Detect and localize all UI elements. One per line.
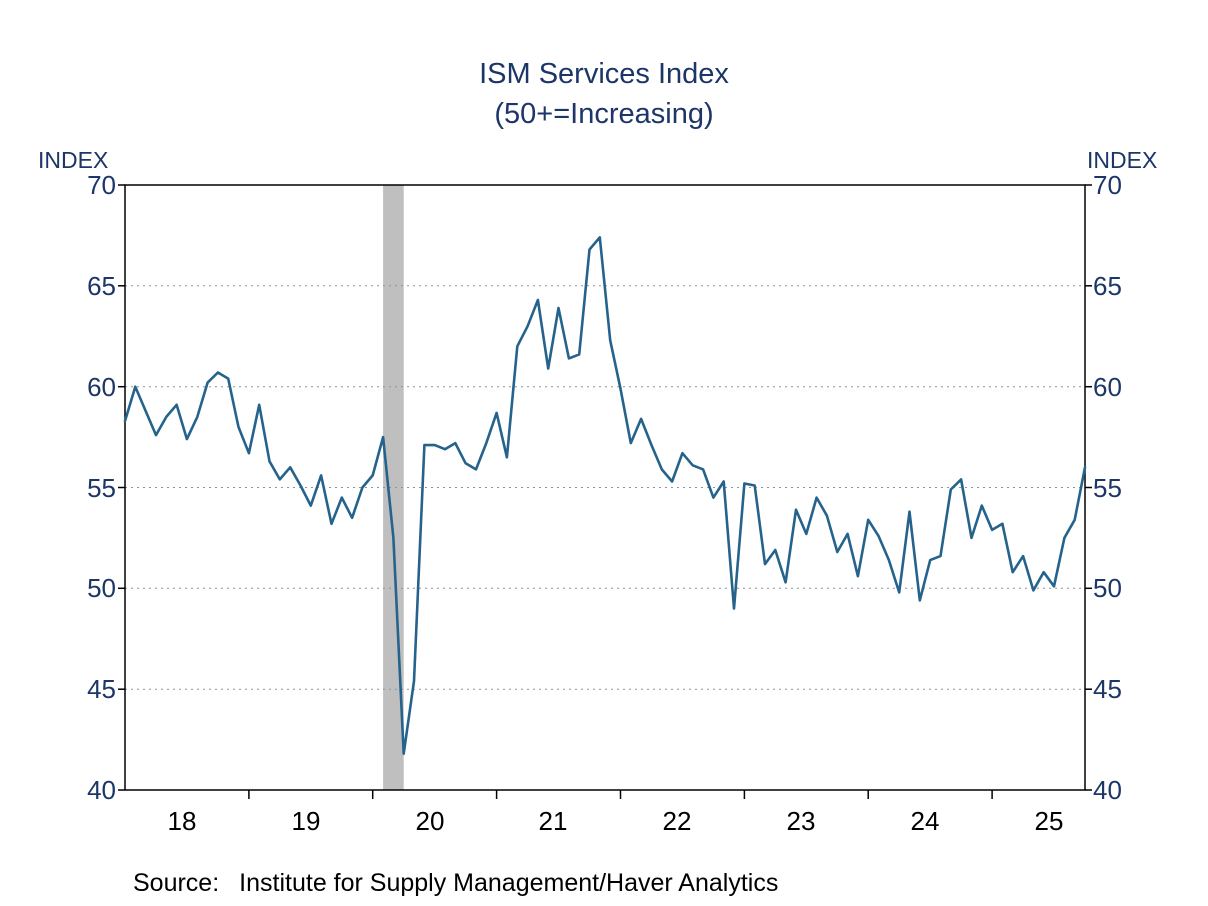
y-axis-unit-label-right: INDEX [1087, 147, 1158, 173]
y-axis-unit-label-left: INDEX [38, 147, 109, 173]
y-axis-label-left-50: 50 [87, 573, 116, 603]
y-axis-label-right-45: 45 [1093, 674, 1122, 704]
y-axis-label-left-60: 60 [87, 372, 116, 402]
y-axis-label-right-60: 60 [1093, 372, 1122, 402]
x-axis-label-2021: 21 [538, 806, 568, 836]
series-line [123, 236, 1087, 756]
y-axis-label-right-70: 70 [1093, 170, 1122, 200]
y-axis-label-left-40: 40 [87, 775, 116, 805]
y-axis-label-right-50: 50 [1093, 573, 1122, 603]
chart-title-block: ISM Services Index (50+=Increasing) [0, 54, 1208, 134]
x-axis-label-2019: 19 [291, 806, 321, 836]
y-axis-label-right-40: 40 [1093, 775, 1122, 805]
x-axis-label-2018: 18 [167, 806, 197, 836]
chart-subtitle: (50+=Increasing) [494, 98, 714, 130]
x-axis-label-2020: 20 [415, 806, 445, 836]
y-axis-label-left-55: 55 [87, 473, 116, 503]
x-axis-label-2022: 22 [662, 806, 692, 836]
source-line: Source: Institute for Supply Management/H… [133, 869, 778, 898]
y-axis-label-right-65: 65 [1093, 271, 1122, 301]
y-axis-label-left-65: 65 [87, 271, 116, 301]
y-axis-label-right-55: 55 [1093, 473, 1122, 503]
x-axis-label-2024: 24 [910, 806, 940, 836]
x-axis-label-2023: 23 [786, 806, 816, 836]
y-axis-label-left-45: 45 [87, 674, 116, 704]
source-text: Institute for Supply Management/Haver An… [239, 869, 779, 897]
source-label: Source: [133, 869, 220, 897]
y-axis-label-left-70: 70 [87, 170, 116, 200]
chart-title: ISM Services Index [479, 58, 729, 90]
x-axis-label-2025: 25 [1034, 806, 1064, 836]
